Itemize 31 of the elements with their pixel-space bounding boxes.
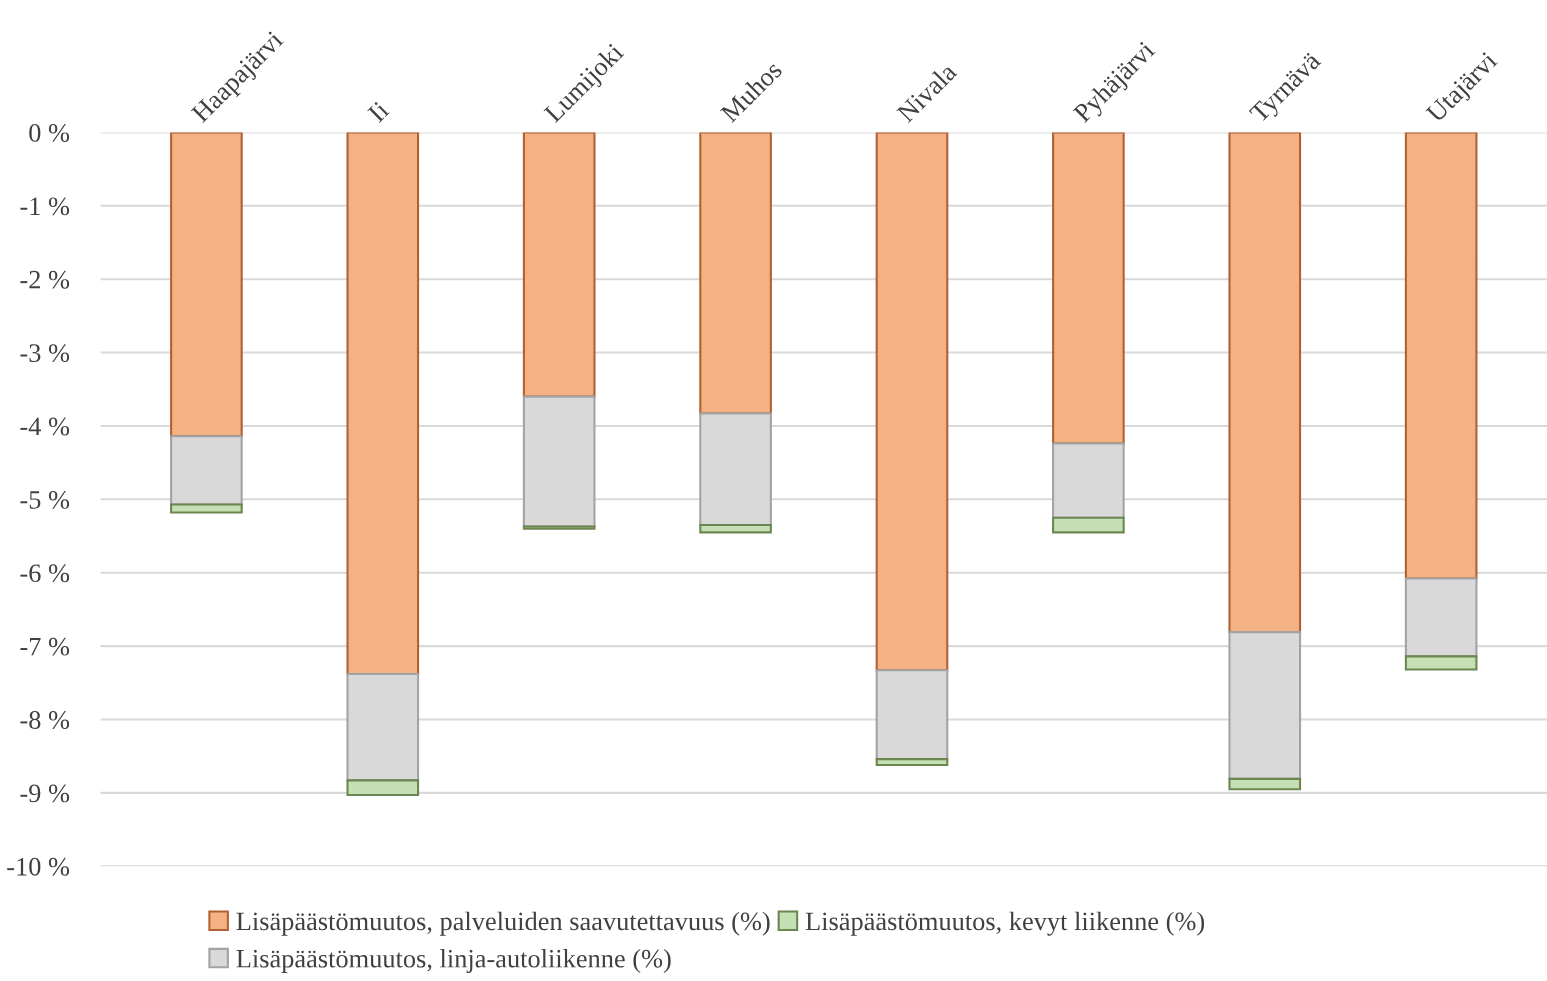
bar bbox=[875, 132, 949, 672]
x-tick-label: Ii bbox=[367, 100, 390, 123]
bar bbox=[346, 132, 420, 676]
bar bbox=[346, 779, 420, 797]
y-tick-label: -5 % bbox=[20, 490, 70, 509]
bar bbox=[1052, 132, 1125, 445]
y-tick-label: -3 % bbox=[20, 344, 70, 363]
bar bbox=[170, 132, 243, 438]
bar bbox=[522, 525, 596, 530]
y-tick-label: -6 % bbox=[20, 564, 70, 583]
bar bbox=[1228, 777, 1302, 791]
bar bbox=[699, 523, 772, 534]
legend-label: Lisäpäästömuutos, linja-autoliikenne (%) bbox=[236, 949, 671, 973]
y-tick-label: 0 % bbox=[29, 124, 70, 142]
bar bbox=[1052, 516, 1125, 534]
y-tick-label: -9 % bbox=[20, 784, 70, 803]
legend-label: Lisäpäästömuutos, palveluiden saavutettavuus (%) bbox=[236, 911, 770, 936]
y-tick-label: -2 % bbox=[20, 270, 70, 289]
bar bbox=[1228, 132, 1302, 634]
bar bbox=[1404, 132, 1478, 580]
y-tick-label: -8 % bbox=[20, 711, 70, 729]
bar bbox=[522, 132, 596, 398]
bar bbox=[699, 132, 772, 415]
y-tick-label: -7 % bbox=[20, 637, 70, 656]
y-tick-label: -4 % bbox=[20, 417, 70, 436]
legend-label: Lisäpäästömuutos, kevyt liikenne (%) bbox=[805, 911, 1205, 936]
bar bbox=[1404, 655, 1478, 671]
y-tick-label: -10 % bbox=[7, 857, 70, 876]
bar bbox=[875, 758, 949, 766]
bar bbox=[170, 503, 243, 514]
y-tick-label: -1 % bbox=[20, 197, 70, 216]
